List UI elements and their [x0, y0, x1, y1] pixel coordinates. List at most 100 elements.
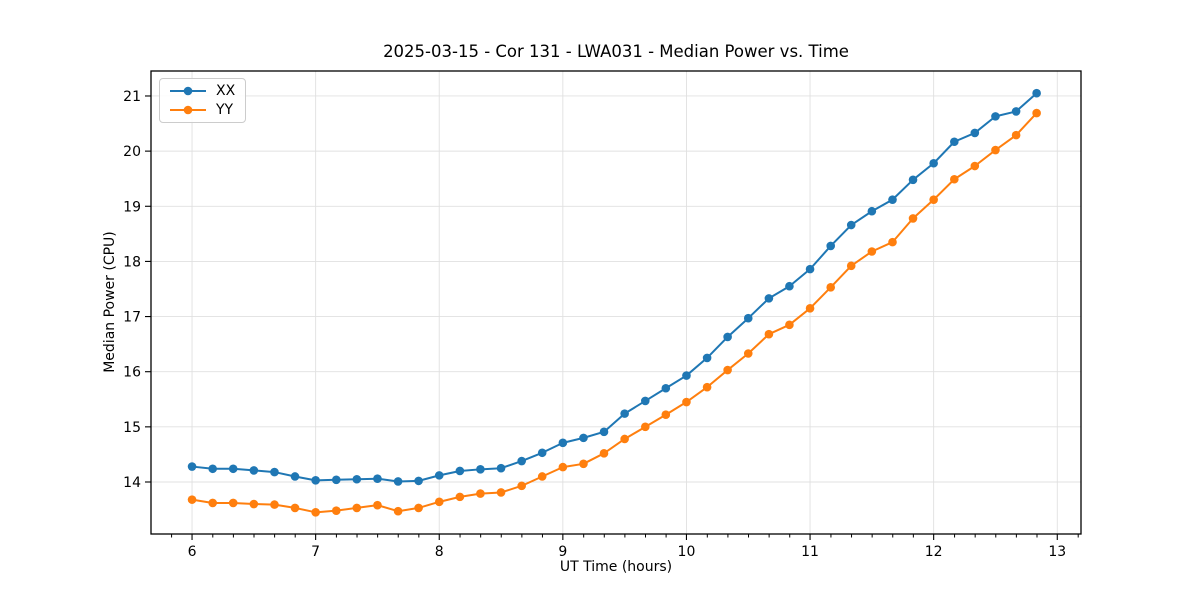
data-point-yy: [661, 410, 671, 420]
x-axis-tick-label: 12: [925, 544, 943, 560]
data-point-xx: [867, 206, 877, 216]
data-point-xx: [682, 371, 691, 380]
x-axis-label: UT Time (hours): [559, 559, 673, 575]
data-point-yy: [723, 365, 732, 375]
data-point-yy: [991, 145, 1000, 155]
y-axis-tick-label: 14: [123, 475, 141, 491]
x-axis-tick-label: 13: [1048, 544, 1066, 560]
data-point-yy: [228, 498, 238, 508]
data-point-yy: [1011, 130, 1021, 140]
data-point-yy: [1032, 108, 1041, 118]
x-axis-tick-label: 7: [311, 544, 320, 560]
data-point-xx: [393, 477, 403, 486]
y-axis-tick-label: 15: [123, 420, 141, 436]
data-point-yy: [455, 492, 465, 502]
data-point-yy: [599, 449, 609, 458]
data-point-xx: [352, 474, 362, 484]
data-point-yy: [702, 382, 712, 392]
legend-item-yy: YY: [169, 103, 235, 117]
data-point-yy: [249, 499, 259, 509]
data-point-xx: [558, 438, 568, 448]
data-point-xx: [187, 462, 197, 471]
data-point-yy: [640, 422, 650, 432]
data-point-yy: [764, 329, 774, 339]
axes-spines: [150, 70, 1082, 535]
data-point-yy: [846, 261, 856, 271]
data-point-xx: [517, 456, 526, 466]
data-point-yy: [867, 247, 877, 256]
data-point-xx: [496, 463, 506, 473]
chart-title: 2025-03-15 - Cor 131 - LWA031 - Median P…: [383, 42, 849, 61]
data-point-yy: [414, 503, 423, 513]
data-point-yy: [373, 500, 382, 510]
data-point-yy: [805, 303, 815, 313]
data-point-xx: [249, 466, 259, 475]
x-axis-tick-label: 11: [801, 544, 819, 560]
data-point-yy: [434, 497, 444, 507]
data-point-yy: [908, 214, 918, 223]
data-point-xx: [1032, 88, 1041, 98]
x-axis-tick-label: 6: [188, 544, 197, 560]
data-point-yy: [826, 283, 836, 292]
data-point-xx: [743, 313, 753, 323]
data-point-yy: [785, 320, 794, 330]
data-point-yy: [888, 237, 897, 247]
data-point-xx: [888, 195, 897, 204]
legend: XX YY: [159, 78, 247, 123]
legend-line-marker-xx-icon: [170, 86, 206, 96]
data-point-yy: [970, 161, 980, 171]
y-axis-tick-label: 19: [123, 199, 141, 215]
data-point-xx: [331, 475, 341, 485]
data-point-xx: [311, 476, 320, 485]
legend-item-xx: XX: [169, 84, 235, 98]
x-axis-tick-label: 10: [678, 544, 696, 560]
data-point-yy: [311, 508, 320, 517]
x-axis-tick-label: 8: [435, 544, 444, 560]
data-point-xx: [702, 353, 712, 363]
data-point-yy: [352, 503, 362, 513]
data-point-xx: [970, 128, 980, 138]
data-point-xx: [826, 241, 836, 251]
legend-line-marker-yy-icon: [170, 105, 206, 115]
y-axis-label: Median Power (CPU): [102, 231, 118, 373]
data-point-yy: [950, 174, 959, 184]
data-point-xx: [537, 448, 547, 458]
data-point-yy: [620, 434, 629, 444]
data-point-yy: [290, 503, 300, 513]
data-point-xx: [723, 332, 732, 342]
series-line-yy: [191, 112, 1038, 514]
data-point-yy: [270, 500, 279, 509]
data-point-xx: [991, 112, 1000, 121]
data-point-yy: [476, 489, 485, 498]
data-point-xx: [785, 281, 794, 291]
data-point-xx: [373, 474, 382, 483]
data-point-xx: [208, 464, 217, 474]
data-point-yy: [743, 349, 753, 358]
data-point-yy: [558, 462, 568, 472]
data-point-xx: [805, 264, 815, 274]
data-point-yy: [331, 506, 341, 515]
x-axis-tick-label: 9: [558, 544, 567, 560]
y-axis-tick-label: 20: [123, 144, 141, 160]
data-point-xx: [434, 471, 444, 480]
data-point-xx: [640, 396, 650, 406]
data-point-xx: [908, 175, 918, 185]
data-point-xx: [228, 464, 238, 474]
data-point-xx: [929, 158, 938, 168]
data-point-yy: [537, 472, 547, 481]
data-point-yy: [393, 506, 403, 516]
data-point-yy: [929, 195, 938, 204]
data-point-yy: [682, 397, 691, 407]
y-axis-tick-label: 17: [123, 310, 141, 326]
data-point-xx: [270, 467, 279, 477]
data-point-yy: [187, 495, 197, 504]
data-point-xx: [599, 427, 609, 437]
data-point-xx: [414, 476, 423, 486]
legend-label-xx: XX: [216, 83, 236, 99]
data-point-yy: [579, 459, 588, 469]
data-point-xx: [579, 433, 588, 443]
y-axis-tick-label: 16: [123, 365, 141, 381]
data-point-xx: [950, 137, 959, 147]
y-axis-tick-label: 21: [123, 89, 141, 105]
